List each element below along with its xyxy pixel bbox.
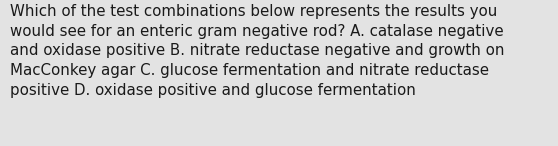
Text: Which of the test combinations below represents the results you
would see for an: Which of the test combinations below rep… xyxy=(10,4,504,98)
